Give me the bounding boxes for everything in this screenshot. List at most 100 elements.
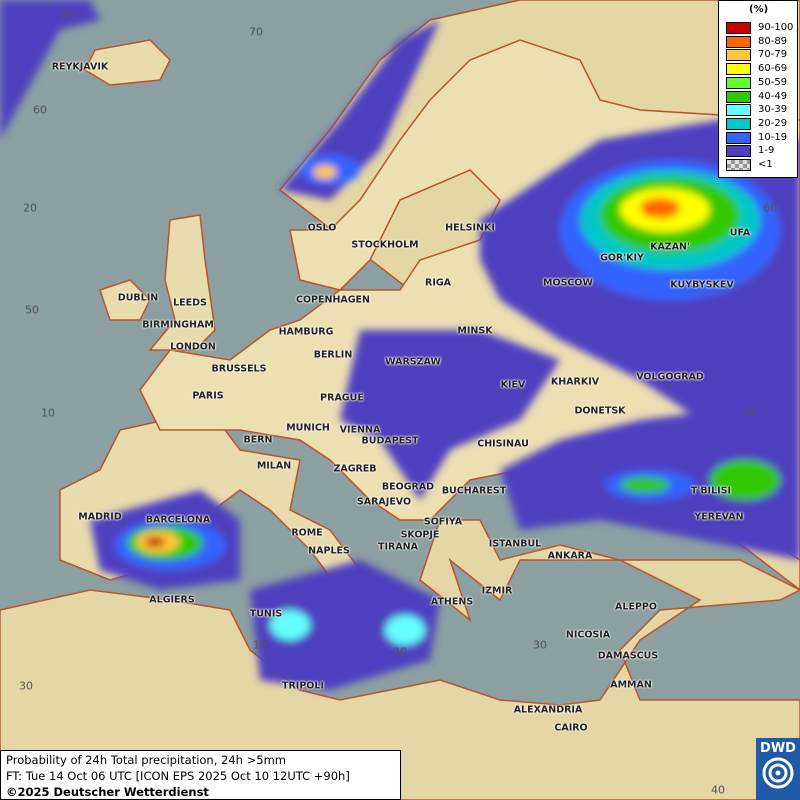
legend-label: 60-69: [758, 63, 788, 75]
city-label: BUCHAREST: [441, 485, 507, 497]
map-title: Probability of 24h Total precipitation, …: [6, 753, 286, 767]
city-label: TIRANA: [378, 541, 418, 553]
legend-item: 80-89: [726, 35, 796, 49]
city-label: BIRMINGHAM: [142, 319, 214, 331]
legend-swatch: [726, 49, 751, 62]
city-label: CHISINAU: [477, 438, 529, 450]
legend-label: 30-39: [758, 104, 788, 116]
city-label: BARCELONA: [145, 514, 211, 526]
city-label: PARIS: [192, 390, 224, 402]
city-label: ROME: [291, 527, 323, 539]
legend-swatch: [726, 63, 751, 76]
legend-item: 50-59: [726, 76, 796, 90]
city-label: KIEV: [500, 379, 526, 391]
city-label: SKOPJE: [400, 529, 440, 541]
city-label: BRUSSELS: [211, 363, 267, 375]
city-label: LEEDS: [173, 297, 207, 309]
legend-label: 40-49: [758, 90, 788, 102]
legend-label: 80-89: [758, 35, 788, 47]
city-label: VOLGOGRAD: [636, 371, 704, 383]
legend-label: 10-19: [758, 131, 788, 143]
city-label: AMMAN: [610, 679, 652, 691]
city-label: ZAGREB: [333, 463, 377, 475]
legend-swatch: [726, 90, 751, 103]
grid-label: 30: [533, 638, 547, 652]
city-label: REYKJAVIK: [51, 61, 109, 73]
city-label: ISTANBUL: [488, 538, 542, 550]
legend-swatch: [726, 131, 751, 144]
city-label: MOSCOW: [543, 277, 593, 289]
city-label: IZMIR: [481, 585, 513, 597]
legend-item: 20-29: [726, 117, 796, 131]
city-label: BERLIN: [313, 349, 353, 361]
city-label: DUBLIN: [117, 292, 159, 304]
legend-item: 40-49: [726, 90, 796, 104]
city-label: YEREVAN: [694, 511, 744, 523]
legend-swatch: [726, 104, 751, 117]
grid-label: 40: [711, 783, 725, 797]
city-label: ALGIERS: [149, 594, 195, 606]
city-label: KHARKIV: [550, 376, 600, 388]
city-label: KAZAN': [650, 241, 690, 253]
city-label: WARSZAW: [385, 356, 441, 368]
legend-swatch: [726, 35, 751, 48]
legend-swatch: [726, 76, 751, 89]
grid-label: 10: [253, 638, 267, 652]
city-label: PRAGUE: [320, 392, 364, 404]
city-label: LONDON: [170, 341, 216, 353]
legend-label: 20-29: [758, 117, 788, 129]
legend-unit: (%): [749, 4, 769, 15]
legend-item: 70-79: [726, 49, 796, 62]
city-label: MUNICH: [286, 422, 330, 434]
city-label: GOR'KIY: [600, 252, 644, 264]
city-label: VIENNA: [339, 424, 381, 436]
grid-label: 20: [23, 201, 37, 215]
grid-label: 50: [25, 303, 39, 317]
grid-label: 30: [19, 679, 33, 693]
precipitation-areas: [0, 0, 800, 690]
legend-label: 70-79: [758, 49, 788, 61]
grid-label: 50: [743, 406, 757, 420]
city-label: DAMASCUS: [597, 650, 659, 662]
legend-swatch: [726, 22, 751, 34]
city-label: OSLO: [307, 222, 337, 234]
legend-item: 10-19: [726, 131, 796, 145]
caption-box: Probability of 24h Total precipitation, …: [0, 750, 401, 800]
logo-text: DWD: [760, 741, 796, 756]
city-label: COPENHAGEN: [296, 294, 370, 306]
city-label: STOCKHOLM: [351, 239, 419, 251]
city-label: ATHENS: [430, 596, 474, 608]
city-label: MILAN: [256, 460, 292, 472]
city-label: KUYBYSKEV: [670, 279, 734, 291]
city-label: RIGA: [425, 277, 451, 289]
city-label: MINSK: [457, 325, 493, 337]
legend-item: 90-100: [726, 22, 796, 35]
grid-label: 10: [41, 406, 55, 420]
city-label: TUNIS: [249, 608, 283, 620]
legend-label: 90-100: [758, 22, 794, 33]
city-label: ALEPPO: [615, 601, 657, 613]
swirl-icon: [762, 757, 794, 789]
city-label: BUDAPEST: [361, 435, 419, 447]
city-label: T'BILISI: [690, 485, 732, 497]
legend-swatch: [726, 117, 751, 130]
city-label: BERN: [243, 434, 273, 446]
grid-label: 20: [393, 645, 407, 659]
city-label: SARAJEVO: [356, 496, 412, 508]
legend-item: 30-39: [726, 104, 796, 117]
legend-swatch: [726, 159, 751, 171]
city-label: DONETSK: [574, 405, 626, 417]
city-label: ALEXANDRIA: [513, 704, 583, 716]
city-label: HELSINKI: [445, 222, 495, 234]
legend-swatch: [726, 145, 751, 158]
legend-item: <1: [726, 159, 796, 172]
city-label: SOFIYA: [423, 516, 463, 528]
dwd-logo: DWD: [756, 738, 800, 800]
legend: (%) 90-100 80-89 70-79 60-69 50-59 40-49 30-39…: [718, 0, 798, 178]
copyright: ©2025 Deutscher Wetterdienst: [6, 785, 209, 799]
city-label: MADRID: [78, 511, 122, 523]
forecast-time: FT: Tue 14 Oct 06 UTC [ICON EPS 2025 Oct…: [6, 769, 350, 783]
legend-label: 50-59: [758, 76, 788, 88]
city-label: BEOGRAD: [381, 481, 435, 493]
city-label: NAPLES: [308, 545, 350, 557]
